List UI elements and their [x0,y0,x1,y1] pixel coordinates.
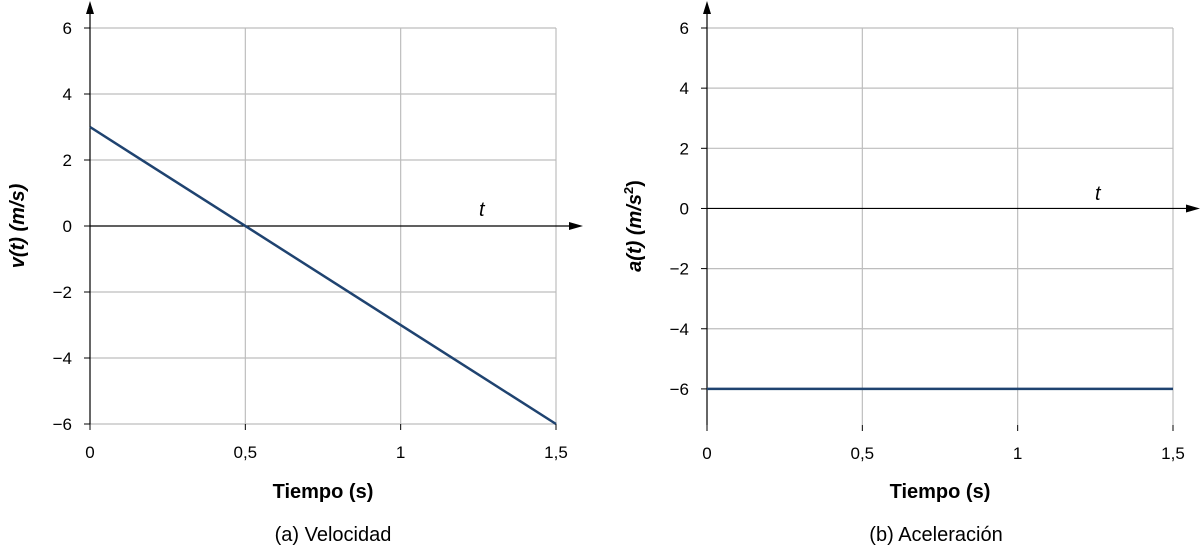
t-axis-arrow [1186,204,1200,213]
y-tick-label: 0 [680,199,689,218]
chart-caption: (b) Aceleración [869,524,1002,546]
y-axis-label-main: a(t) (m/s [624,194,646,272]
y-axis-arrow [703,1,711,14]
y-tick-label: −4 [670,320,689,339]
x-tick-label: 0,5 [851,444,875,463]
y-tick-label: 0 [63,217,72,236]
x-tick-label: 0,5 [234,443,258,462]
y-axis-arrow [86,1,94,14]
x-tick-label: 1 [1013,444,1022,463]
x-tick-label: 0 [85,443,94,462]
x-tick-label: 1 [396,443,405,462]
y-tick-label: 6 [680,19,689,38]
y-tick-label: −2 [670,260,689,279]
x-axis-label: Tiempo (s) [890,481,991,503]
y-tick-label: −6 [670,380,689,399]
t-axis-arrow [569,222,583,230]
y-axis-label-exponent: 2 [621,187,636,194]
x-axis-label: Tiempo (s) [273,481,374,503]
y-axis-label: v(t) (m/s) [7,183,29,268]
data-line [89,125,557,426]
x-tick-label: 0 [702,444,711,463]
y-tick-label: −6 [53,415,72,434]
grid [90,27,557,425]
velocity-chart: Tiempo (s) (a) Velocidad v(t) (m/s) t 0 0… [7,1,583,546]
y-axis-label-end: ) [624,180,646,187]
y-tick-label: −4 [53,349,72,368]
acceleration-chart: Tiempo (s) (b) Aceleración a(t) (m/s2) t… [621,1,1200,546]
t-axis-label: t [479,199,486,221]
y-tick-label: −2 [53,283,72,302]
x-tick-label: 1,5 [1161,444,1185,463]
y-tick-label: 2 [63,151,72,170]
chart-caption: (a) Velocidad [275,524,392,546]
x-tick-label: 1,5 [544,443,568,462]
y-tick-label: 4 [63,85,72,104]
y-axis-label: a(t) (m/s2) [621,180,646,272]
grid [707,27,1174,425]
y-tick-label: 6 [63,19,72,38]
y-tick-label: 2 [680,139,689,158]
t-axis-label: t [1095,183,1102,205]
y-tick-label: 4 [680,79,689,98]
